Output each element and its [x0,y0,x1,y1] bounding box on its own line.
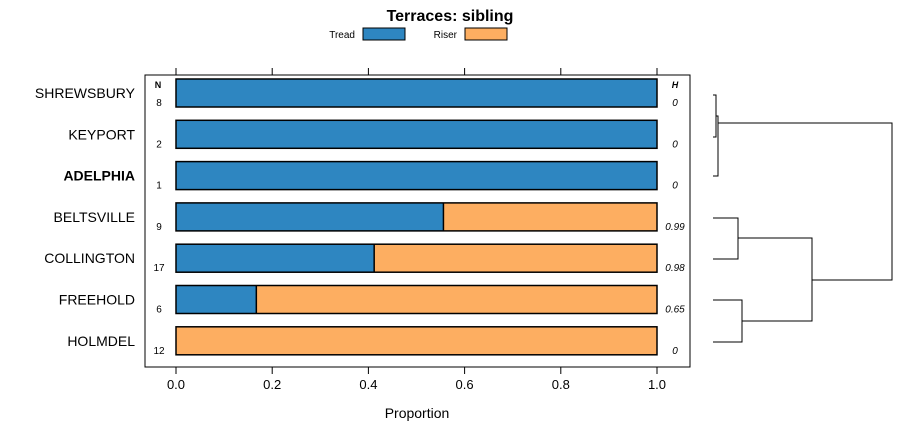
bar-outline-shrewsbury [175,78,658,108]
bar-riser-freehold [256,285,657,314]
h-value-shrewsbury: 0 [672,98,678,109]
category-label-freehold: FREEHOLD [59,292,135,308]
bar-outline-beltsville [175,202,658,232]
plot-frame [144,74,691,368]
category-label-keyport: KEYPORT [68,126,135,142]
dendrogram-branch-shrewsbury-keyport [713,94,717,138]
h-value-collington: 0.98 [665,263,685,274]
dendrogram-branch-lower-cluster [738,237,813,322]
bar-tread-freehold [176,285,257,314]
bar-tread-shrewsbury [176,79,657,107]
bar-riser-holmdel [176,326,657,355]
chart-title: Terraces: sibling [387,8,514,25]
bar-tread-beltsville [176,202,444,231]
bars-group: SHREWSBURY 8 0 KEYPORT 2 0 ADELPHIA 1 0 BELTSVILL… [35,78,685,357]
n-value-keyport: 2 [156,139,162,150]
category-label-beltsville: BELTSVILLE [54,209,135,225]
h-value-beltsville: 0.99 [665,222,685,233]
x-tick-label: 0.0 [167,377,185,392]
category-label-adelphia: ADELPHIA [63,168,135,184]
n-value-holmdel: 12 [153,346,165,357]
legend-label-tread: Tread [329,30,355,41]
legend: Tread Riser [329,27,508,41]
n-value-adelphia: 1 [156,181,162,192]
x-tick-label: 0.2 [263,377,281,392]
legend-swatch-tread [362,27,406,41]
h-value-keyport: 0 [672,139,678,150]
h-column-header: H [672,80,679,90]
bar-outline-keyport [175,119,658,150]
legend-label-riser: Riser [434,30,458,41]
x-tick-label: 0.4 [359,377,377,392]
bar-outline-holmdel [175,326,658,356]
category-label-holmdel: HOLMDEL [67,333,135,349]
category-label-shrewsbury: SHREWSBURY [35,85,136,101]
category-label-collington: COLLINGTON [44,250,135,266]
x-axis: 0.0 0.2 0.4 0.6 0.8 1.0 [167,68,666,392]
n-column-header: N [155,80,162,90]
dendrogram [713,94,893,343]
dendrogram-branch-freehold-holmdel [713,299,743,343]
x-tick-label: 1.0 [648,377,666,392]
x-axis-label: Proportion [385,405,450,421]
dendrogram-branch-root [718,122,893,281]
x-tick-label: 0.6 [456,377,474,392]
h-value-freehold: 0.65 [665,305,685,316]
dendrogram-branch-beltsville-collington [713,217,739,260]
bar-tread-collington [176,244,375,273]
bar-outline-adelphia [175,160,658,191]
n-value-beltsville: 9 [156,222,162,233]
n-value-shrewsbury: 8 [156,98,162,109]
n-value-freehold: 6 [156,305,162,316]
bar-tread-keyport [176,120,657,149]
legend-swatch-riser [464,27,508,41]
x-tick-label: 0.8 [552,377,570,392]
h-value-holmdel: 0 [672,346,678,357]
bar-tread-adelphia [176,161,657,190]
bar-outline-collington [175,243,658,273]
n-value-collington: 17 [153,263,165,274]
bar-outline-freehold [175,284,658,315]
dendrogram-branch-adelphia-join [713,115,719,177]
bar-riser-collington [374,244,657,273]
bar-riser-beltsville [443,202,657,231]
h-value-adelphia: 0 [672,181,678,192]
